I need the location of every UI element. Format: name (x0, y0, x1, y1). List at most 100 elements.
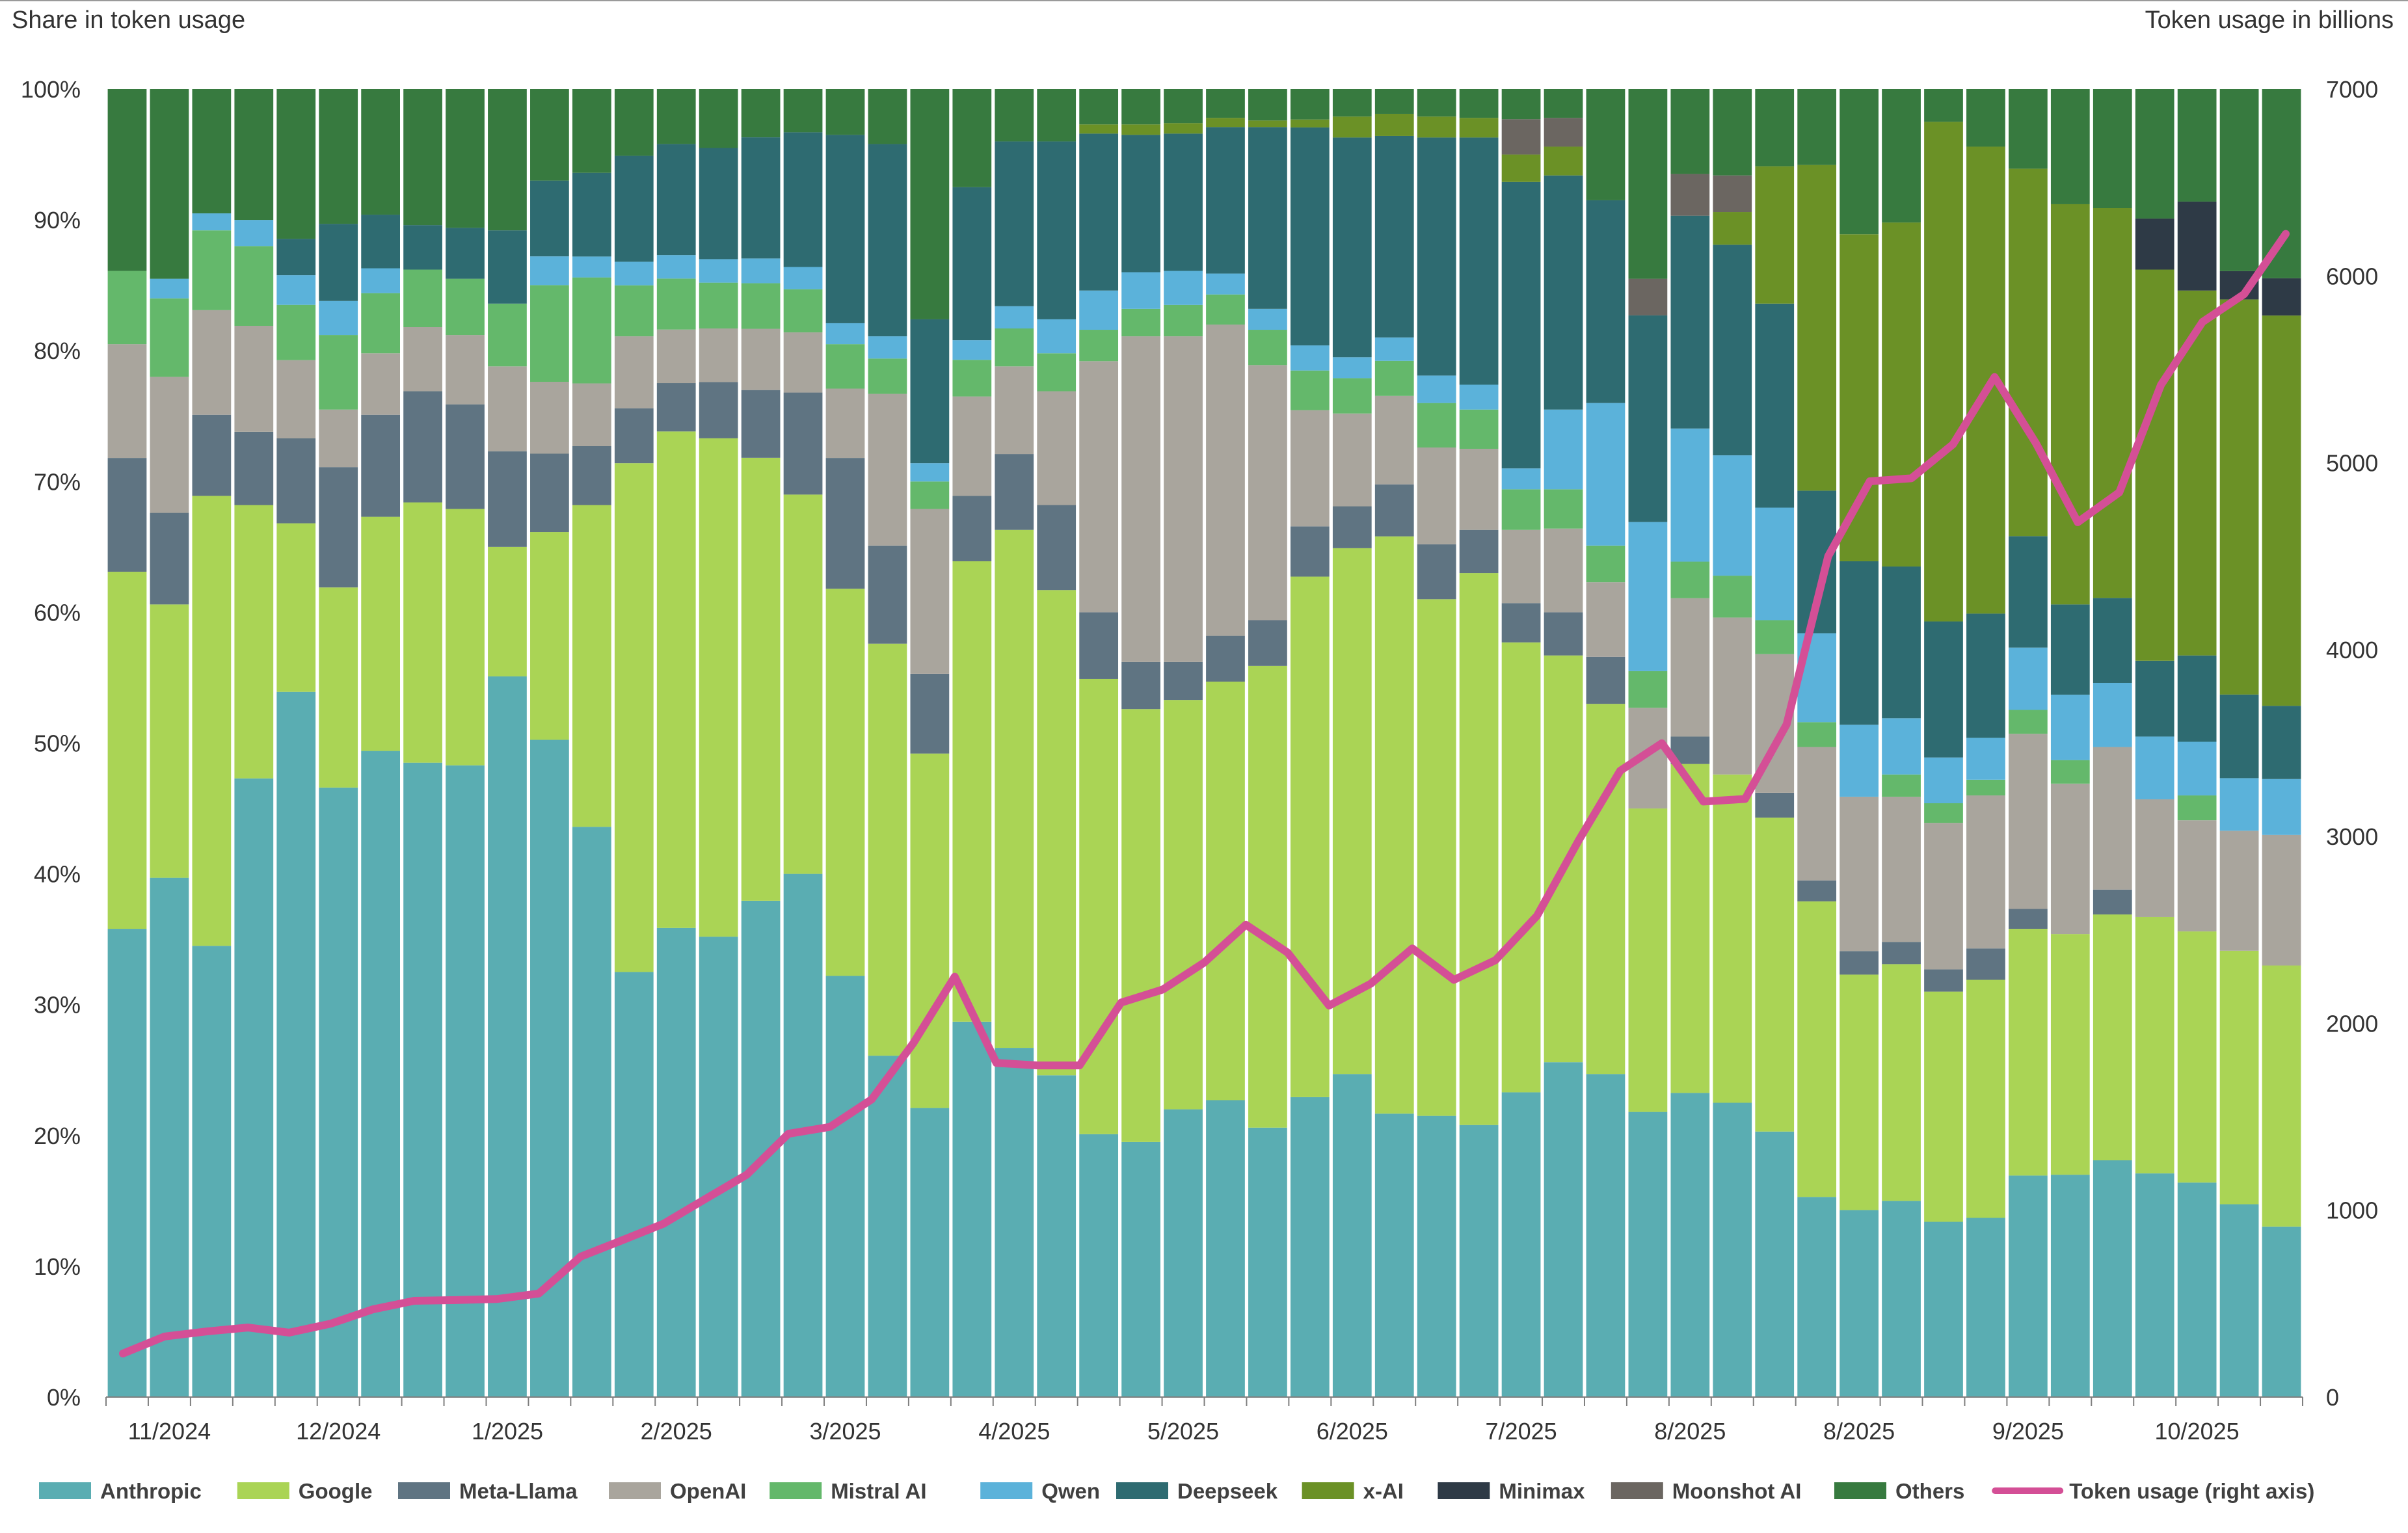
x-tick-label: 4/2025 (978, 1418, 1050, 1445)
bar-segment-others-33 (1501, 89, 1541, 120)
bar-segment-deepseek-23 (1079, 133, 1119, 291)
bar-segment-meta-llama-5 (319, 467, 358, 588)
bar-segment-anthropic-51 (2262, 1226, 2301, 1397)
bar-segment-meta-llama-11 (572, 446, 611, 505)
y-left-tick-label: 100% (21, 76, 81, 103)
bar-segment-mistral-ai-19 (910, 481, 950, 509)
bar-segment-google-46 (2050, 934, 2090, 1175)
bar-segment-openai-23 (1079, 361, 1119, 613)
bar-segment-anthropic-22 (1037, 1075, 1077, 1397)
bar-segment-mistral-ai-28 (1290, 370, 1330, 410)
bar-segment-meta-llama-24 (1121, 661, 1160, 710)
bar-segment-meta-llama-40 (1797, 880, 1837, 901)
bar-segment-google-10 (530, 532, 569, 740)
bar-segment-openai-32 (1459, 449, 1499, 530)
bar-segment-x-ai-32 (1459, 118, 1499, 138)
bar-segment-anthropic-18 (868, 1056, 907, 1397)
legend-swatch-qwen (980, 1482, 1033, 1499)
bar-segment-openai-22 (1037, 391, 1077, 505)
bar-segment-openai-31 (1417, 447, 1456, 544)
bar-segment-meta-llama-34 (1544, 612, 1583, 656)
bar-segment-openai-0 (107, 344, 147, 459)
bar-segment-qwen-25 (1164, 271, 1203, 305)
bar-segment-mistral-ai-20 (952, 360, 992, 397)
bar-segment-deepseek-36 (1628, 315, 1668, 522)
bar-segment-openai-2 (192, 310, 232, 415)
bar-segment-google-14 (699, 438, 738, 937)
bar-segment-qwen-47 (2093, 682, 2132, 747)
bar-segment-others-23 (1079, 89, 1119, 125)
bar-segment-mistral-ai-8 (446, 278, 485, 336)
bar-segment-anthropic-12 (614, 972, 654, 1397)
bar-segment-meta-llama-31 (1417, 544, 1456, 600)
bar-segment-x-ai-25 (1164, 123, 1203, 134)
bar-segment-deepseek-51 (2262, 706, 2301, 779)
legend-swatch-google (237, 1482, 289, 1499)
bar-segment-others-19 (910, 89, 950, 319)
x-tick-label: 3/2025 (809, 1418, 881, 1445)
bar-segment-google-27 (1248, 665, 1287, 1128)
bar-segment-anthropic-21 (995, 1048, 1034, 1397)
bar-segment-meta-llama-41 (1839, 951, 1879, 975)
bar-segment-qwen-48 (2135, 736, 2174, 799)
bar-segment-x-ai-24 (1121, 124, 1160, 135)
bar-segment-google-13 (656, 431, 696, 928)
bar-segment-anthropic-44 (1966, 1218, 2005, 1397)
legend-swatch-openai (609, 1482, 661, 1499)
legend-label-mistral-ai: Mistral AI (831, 1479, 926, 1503)
bar-segment-openai-13 (656, 329, 696, 384)
bar-segment-others-40 (1797, 89, 1837, 165)
bar-segment-x-ai-23 (1079, 124, 1119, 134)
bar-segment-anthropic-0 (107, 929, 147, 1397)
bar-segment-anthropic-13 (656, 927, 696, 1397)
bar-segment-x-ai-51 (2262, 315, 2301, 706)
bar-segment-x-ai-47 (2093, 208, 2132, 598)
bar-segment-mistral-ai-7 (403, 269, 442, 327)
bar-segment-anthropic-26 (1206, 1100, 1245, 1397)
bar-segment-others-0 (107, 89, 147, 271)
bar-segment-others-6 (361, 89, 400, 215)
bar-segment-meta-llama-39 (1755, 792, 1795, 818)
bar-segment-others-25 (1164, 89, 1203, 124)
bar-segment-google-18 (868, 643, 907, 1056)
x-tick-label: 9/2025 (1992, 1418, 2064, 1445)
bar-segment-x-ai-28 (1290, 119, 1330, 127)
bar-segment-qwen-26 (1206, 273, 1245, 295)
bar-segment-openai-16 (783, 332, 823, 393)
bar-segment-meta-llama-12 (614, 408, 654, 464)
bar-segment-deepseek-39 (1755, 303, 1795, 508)
legend-swatch-anthropic (39, 1482, 91, 1499)
bar-segment-anthropic-39 (1755, 1131, 1795, 1397)
bar-segment-others-20 (952, 89, 992, 187)
bar-segment-google-35 (1586, 704, 1625, 1074)
bar-segment-openai-27 (1248, 365, 1287, 620)
y-right-tick-label: 4000 (2326, 637, 2378, 663)
bar-segment-openai-49 (2177, 820, 2217, 932)
bar-segment-anthropic-35 (1586, 1074, 1625, 1397)
bar-segment-qwen-49 (2177, 741, 2217, 795)
bar-segment-openai-9 (488, 366, 527, 452)
bar-segment-mistral-ai-16 (783, 289, 823, 333)
bar-segment-openai-34 (1544, 528, 1583, 613)
bar-segment-meta-llama-16 (783, 392, 823, 495)
bar-segment-anthropic-41 (1839, 1210, 1879, 1397)
bar-segment-mistral-ai-21 (995, 328, 1034, 367)
bar-segment-openai-18 (868, 393, 907, 546)
bar-segment-mistral-ai-46 (2050, 760, 2090, 784)
bar-segment-deepseek-13 (656, 144, 696, 256)
bar-segment-openai-4 (276, 360, 316, 438)
y-left-tick-label: 10% (34, 1253, 81, 1280)
bar-segment-qwen-44 (1966, 738, 2005, 780)
bar-segment-mistral-ai-6 (361, 293, 400, 354)
bar-segment-x-ai-33 (1501, 154, 1541, 182)
bar-segment-google-40 (1797, 901, 1837, 1197)
bar-segment-mistral-ai-5 (319, 335, 358, 410)
bar-segment-google-15 (741, 457, 781, 901)
bar-segment-deepseek-11 (572, 172, 611, 257)
bar-segment-deepseek-33 (1501, 181, 1541, 469)
bar-segment-meta-llama-15 (741, 390, 781, 458)
x-tick-label: 12/2024 (296, 1418, 381, 1445)
x-tick-label: 6/2025 (1317, 1418, 1388, 1445)
legend-label-minimax: Minimax (1499, 1479, 1585, 1503)
bar-segment-anthropic-27 (1248, 1127, 1287, 1397)
